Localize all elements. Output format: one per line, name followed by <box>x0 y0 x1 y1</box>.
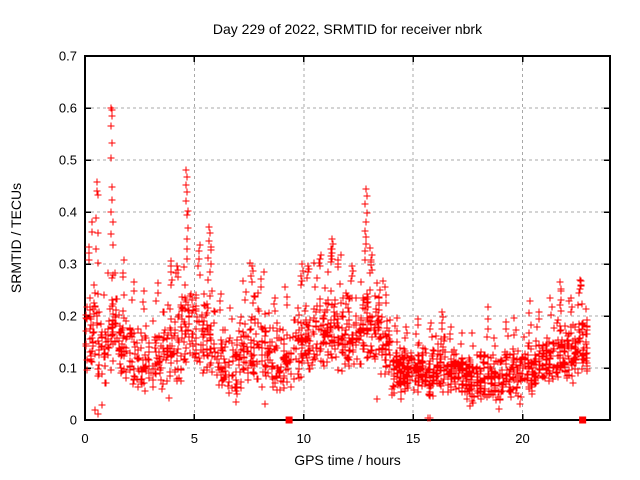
y-tick-label: 0.4 <box>59 205 77 220</box>
square-marker <box>579 416 587 424</box>
y-tick-label: 0.7 <box>59 49 77 64</box>
y-tick-label: 0 <box>70 413 77 428</box>
plot-border <box>84 55 611 421</box>
x-tick-label: 0 <box>81 431 88 446</box>
y-axis-label: SRMTID / TECUs <box>8 182 24 294</box>
y-tick-label: 0.3 <box>59 257 77 272</box>
scatter-points <box>82 104 591 422</box>
chart-title: Day 229 of 2022, SRMTID for receiver nbr… <box>212 21 483 37</box>
y-tick-label: 0.6 <box>59 101 77 116</box>
x-tick-label: 15 <box>406 431 420 446</box>
x-tick-label: 10 <box>297 431 311 446</box>
square-marker <box>285 416 293 424</box>
x-tick-label: 5 <box>191 431 198 446</box>
y-tick-label: 0.5 <box>59 153 77 168</box>
y-tick-label: 0.1 <box>59 361 77 376</box>
y-tick-label: 0.2 <box>59 309 77 324</box>
x-tick-label: 20 <box>515 431 529 446</box>
x-axis-label: GPS time / hours <box>294 452 401 468</box>
